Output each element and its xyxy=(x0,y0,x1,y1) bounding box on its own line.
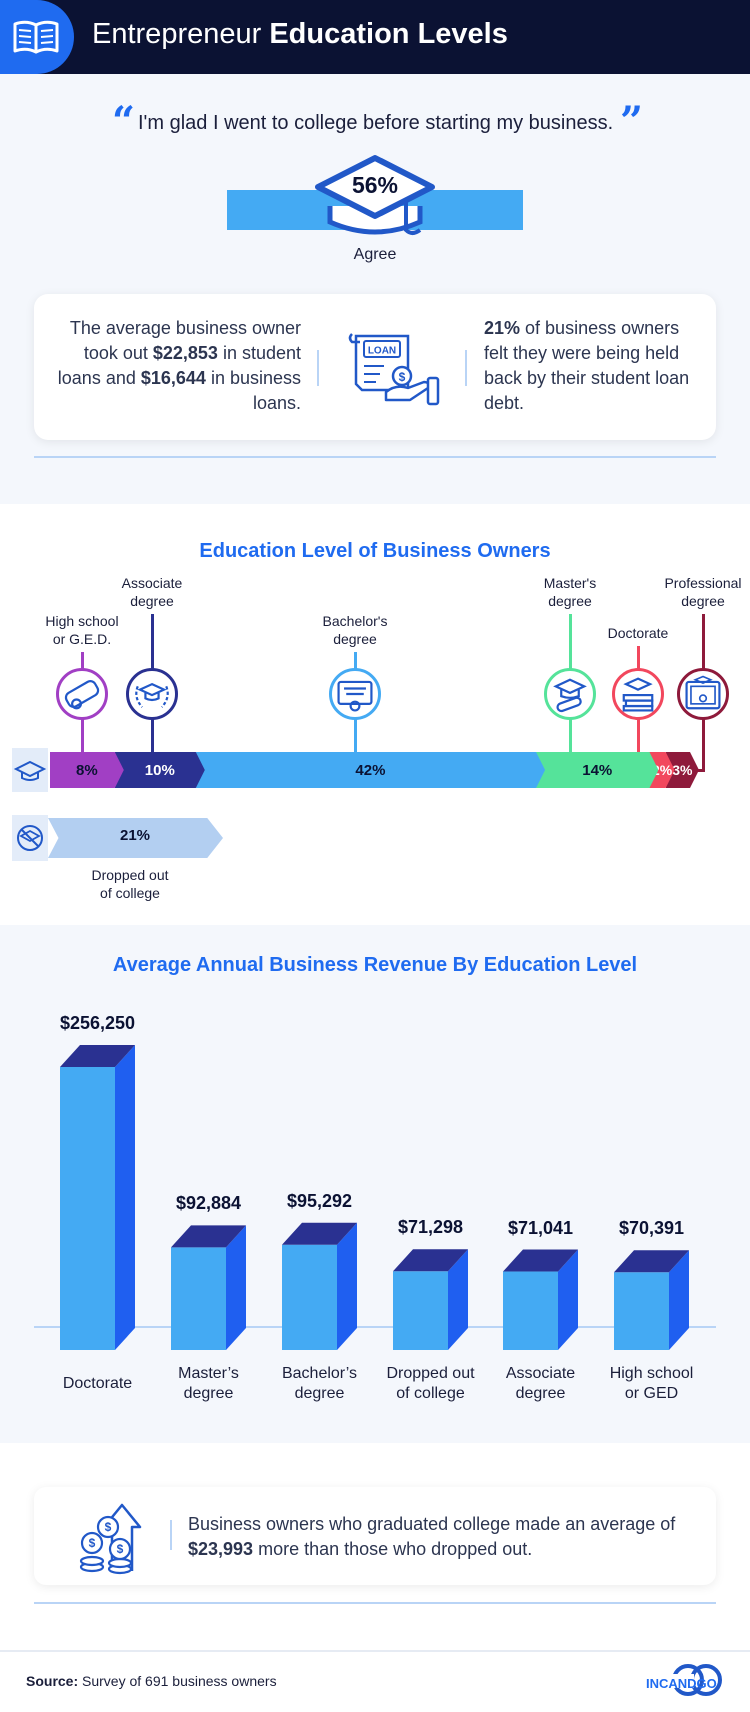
revenue-bar-value: $95,292 xyxy=(286,1190,353,1211)
dropped-out-value: 21% xyxy=(119,827,151,844)
diploma-scroll-icon xyxy=(56,668,108,720)
education-bar-segment: 14% xyxy=(536,752,658,788)
education-bar-value: 3% xyxy=(672,762,693,778)
loan-icon-text: LOAN xyxy=(368,346,396,357)
education-category-label: Master's degree xyxy=(543,575,597,609)
revenue-bar xyxy=(614,1250,689,1350)
revenue-chart: $256,250 Doctorate $92,884 Master’s degree $9… xyxy=(59,1013,694,1402)
open-book-icon xyxy=(13,20,59,54)
divider xyxy=(170,1520,172,1550)
education-category-label: Associate degree xyxy=(121,575,183,609)
revenue-chart-title: Average Annual Business Revenue By Educa… xyxy=(112,954,638,976)
education-bar-value: 42% xyxy=(355,761,386,779)
graduation-cap-icon xyxy=(13,760,47,781)
revenue-category-label: Bachelor’s degree xyxy=(281,1365,357,1402)
education-chart-title: Education Level of Business Owners xyxy=(199,540,551,562)
graduation-cap-icon xyxy=(315,155,435,235)
footer-divider xyxy=(0,1650,750,1652)
coins-growth-icon: $ $ $ xyxy=(79,1503,142,1575)
quote-text: I'm glad I went to college before starti… xyxy=(138,112,614,134)
revenue-bar-value: $71,298 xyxy=(397,1217,464,1238)
education-bar-segment: 10% xyxy=(115,752,205,788)
education-level-chart: 8% High school or G.E.D. 10% Associate degree… xyxy=(45,575,742,920)
close-quote-mark: ” xyxy=(620,98,644,145)
revenue-category-label: Dropped out of college xyxy=(386,1365,475,1402)
svg-text:$: $ xyxy=(117,1542,124,1556)
education-bar-value: 2% xyxy=(651,762,673,778)
agree-percent: 56% xyxy=(351,172,399,198)
divider xyxy=(465,350,467,386)
education-category-label: High school or G.E.D. xyxy=(45,613,119,647)
education-category-label: Professional degree xyxy=(664,575,742,609)
education-bar-value: 10% xyxy=(144,761,175,779)
dropped-out-bar xyxy=(48,818,223,858)
svg-text:$: $ xyxy=(89,1536,96,1550)
loan-debt-text: 21% of business owners felt they were be… xyxy=(484,318,690,413)
revenue-category-label: High school or GED xyxy=(609,1365,694,1402)
revenue-category-label: Associate degree xyxy=(505,1365,576,1402)
section-divider xyxy=(34,456,716,458)
revenue-bar xyxy=(60,1045,135,1350)
education-category-label: Doctorate xyxy=(607,625,669,641)
revenue-bar xyxy=(503,1249,578,1350)
brand-logo-text: INCANDGO xyxy=(646,1676,717,1691)
chart-baseline xyxy=(34,1326,716,1328)
revenue-bar-value: $92,884 xyxy=(175,1193,242,1214)
page-title: Entrepreneur Education Levels xyxy=(92,18,508,50)
row-icon-box xyxy=(12,748,48,792)
graduate-earnings-card xyxy=(34,1487,716,1585)
revenue-bar-value: $256,250 xyxy=(59,1013,136,1033)
graduation-cap-scroll-icon xyxy=(544,668,596,720)
graduation-laurel-icon xyxy=(126,668,178,720)
revenue-category-label: Master’s degree xyxy=(178,1365,239,1402)
agree-label: Agree xyxy=(353,246,397,263)
revenue-bar xyxy=(282,1222,357,1350)
revenue-category-label: Doctorate xyxy=(62,1375,133,1392)
education-bar-value: 14% xyxy=(582,761,613,779)
open-quote-mark: “ xyxy=(112,98,136,145)
loan-amounts-text: The average business owner took out $22,… xyxy=(57,318,301,413)
books-cap-icon xyxy=(612,668,664,720)
certificate-icon xyxy=(329,668,381,720)
divider xyxy=(317,350,319,386)
svg-text:$: $ xyxy=(399,370,406,384)
education-label-connector xyxy=(696,769,705,772)
framed-certificate-icon xyxy=(677,668,729,720)
header-bar xyxy=(0,0,750,74)
education-bar-value: 8% xyxy=(76,761,98,779)
loan-document-icon: LOAN $ xyxy=(348,333,440,406)
dropout-icon-box xyxy=(12,815,48,861)
revenue-bar-value: $71,041 xyxy=(507,1217,574,1238)
brand-logo-icon xyxy=(644,1664,722,1696)
dropped-out-label: Dropped out of college xyxy=(91,867,169,901)
revenue-bar xyxy=(393,1249,468,1350)
revenue-bar xyxy=(171,1225,246,1350)
revenue-bars xyxy=(60,1045,689,1350)
header-icon-badge xyxy=(0,0,74,74)
section-divider xyxy=(34,1602,716,1604)
education-category-label: Bachelor's degree xyxy=(322,613,388,647)
svg-text:$: $ xyxy=(105,1520,112,1534)
education-bar-segment: 42% xyxy=(196,752,545,788)
cap-crossed-icon xyxy=(17,825,43,851)
source-note: Source: Survey of 691 business owners xyxy=(26,1673,277,1689)
revenue-bar-value: $70,391 xyxy=(618,1218,685,1239)
graduate-earnings-text: Business owners who graduated college ma… xyxy=(188,1514,676,1559)
education-bar-segment: 8% xyxy=(50,752,124,788)
